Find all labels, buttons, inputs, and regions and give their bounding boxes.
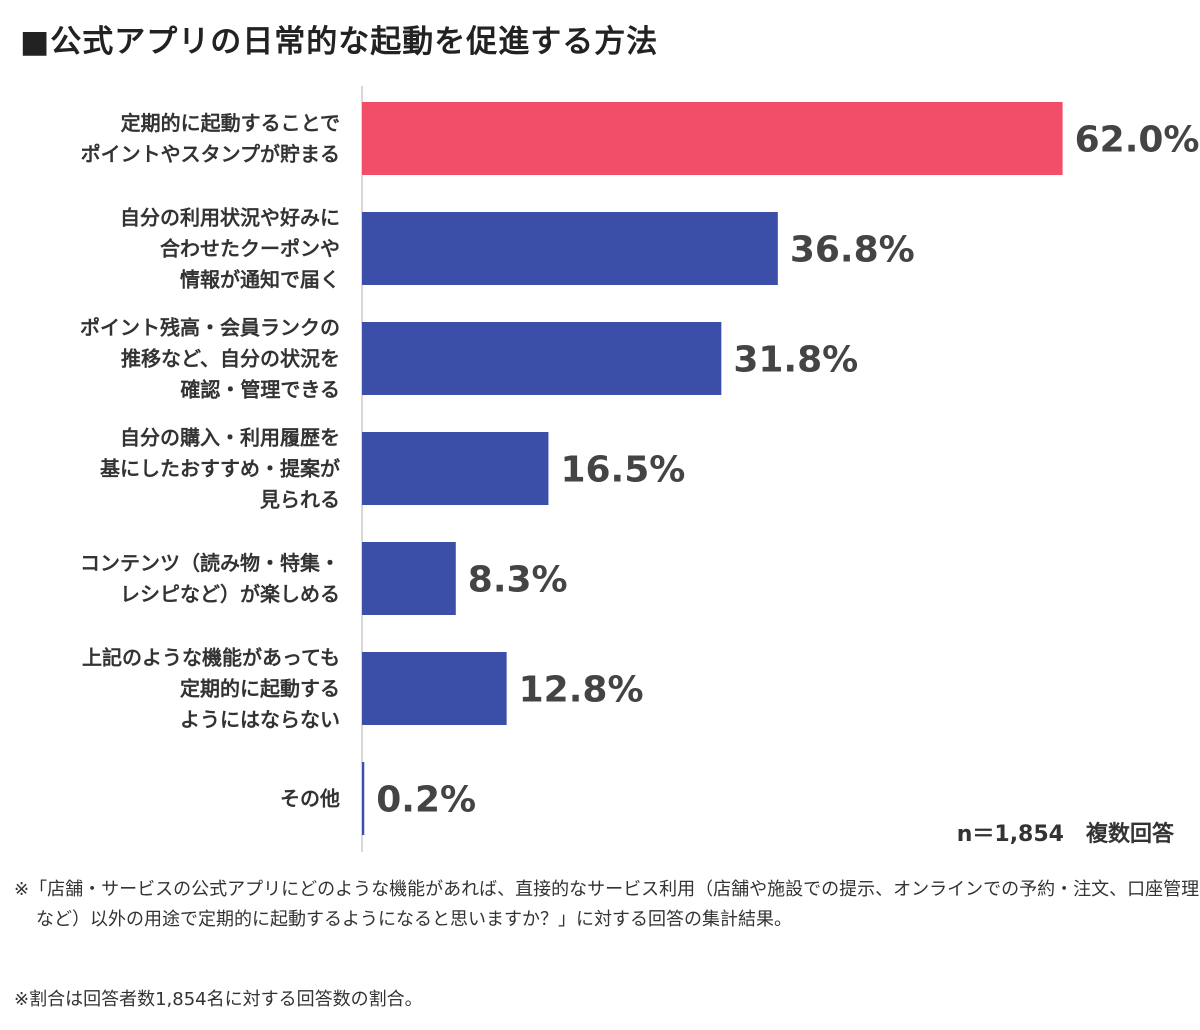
bar-2 xyxy=(362,322,722,395)
value-label-6: 0.2% xyxy=(376,780,476,821)
value-label-1: 36.8% xyxy=(790,230,915,271)
category-label-2: ポイント残高・会員ランクの推移など、自分の状況を確認・管理できる xyxy=(80,316,340,402)
category-label-0: 定期的に起動することでポイントやスタンプが貯まる xyxy=(81,111,340,166)
bar-3 xyxy=(362,432,549,505)
bar-chart: 62.0% 定期的に起動することでポイントやスタンプが貯まる 36.8% 自分の利用状… xyxy=(80,86,1200,852)
category-label-6: その他 xyxy=(280,787,340,811)
bar-0 xyxy=(362,102,1063,175)
value-label-4: 8.3% xyxy=(468,560,568,601)
footnote-ratio: ※割合は回答者数1,854名に対する回答数の割合。 xyxy=(14,989,423,1010)
value-label-2: 31.8% xyxy=(733,340,858,381)
footnote-question: ※「店舗・サービスの公式アプリにどのような機能があれば、直接的なサービス利用（店… xyxy=(14,879,1200,930)
category-label-3: 自分の購入・利用履歴を基にしたおすすめ・提案が見られる xyxy=(100,426,340,512)
value-label-5: 12.8% xyxy=(519,670,644,711)
category-label-4: コンテンツ（読み物・特集・レシピなど）が楽しめる xyxy=(80,551,340,606)
bar-6 xyxy=(362,762,365,835)
bar-5 xyxy=(362,652,507,725)
category-label-1: 自分の利用状況や好みに合わせたクーポンや情報が通知で届く xyxy=(120,206,340,292)
value-label-3: 16.5% xyxy=(560,450,685,491)
chart-title: ■公式アプリの日常的な起動を促進する方法 xyxy=(20,24,659,60)
sample-note: n＝1,854 複数回答 xyxy=(956,822,1174,847)
bar-1 xyxy=(362,212,778,285)
category-label-5: 上記のような機能があっても定期的に起動するようにはならない xyxy=(82,646,340,732)
bar-4 xyxy=(362,542,456,615)
value-label-0: 62.0% xyxy=(1075,120,1200,161)
